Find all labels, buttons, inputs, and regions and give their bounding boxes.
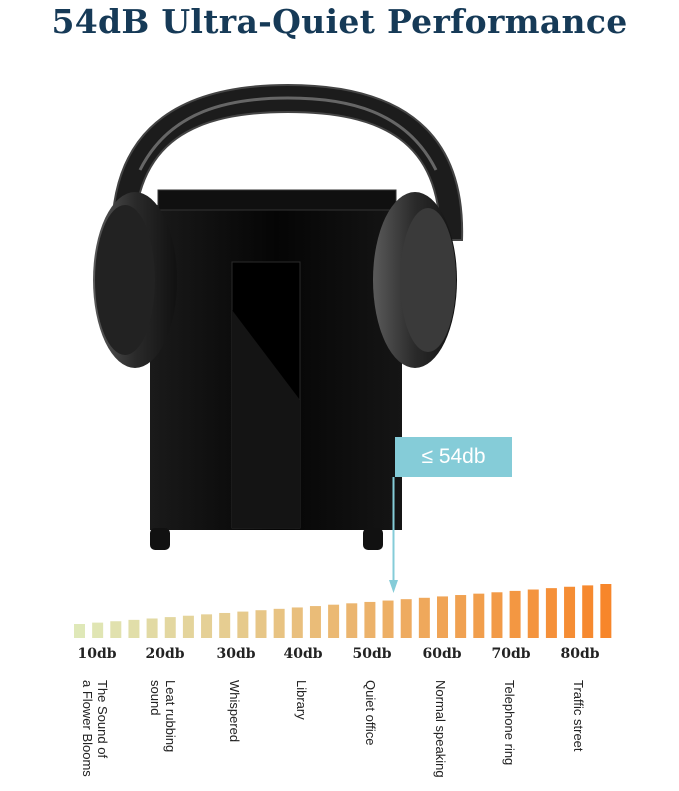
- level-bar: [110, 621, 122, 638]
- sound-example-label: Library: [294, 680, 309, 720]
- db-label: 30db: [216, 646, 256, 662]
- level-bar: [92, 622, 104, 638]
- sound-example-label: Normal speaking: [433, 680, 448, 778]
- level-bar: [309, 606, 321, 638]
- level-bar: [437, 596, 448, 638]
- level-bar: [545, 588, 557, 638]
- db-label: 60db: [422, 646, 462, 662]
- level-bar: [128, 619, 140, 638]
- db-label: 70db: [491, 646, 531, 662]
- level-bar: [164, 617, 176, 638]
- page-title: 54dB Ultra-Quiet Performance: [51, 2, 628, 41]
- sound-example-label: Traffic street: [571, 680, 586, 752]
- level-bar: [364, 601, 376, 638]
- level-bar: [527, 589, 539, 638]
- level-bar: [291, 607, 303, 638]
- level-bar: [237, 611, 249, 638]
- db-label: 20db: [145, 646, 185, 662]
- sound-example-label: Quiet office: [363, 680, 378, 746]
- level-bar: [491, 592, 503, 638]
- arrow-down-icon: [389, 580, 398, 593]
- db-label: 40db: [283, 646, 323, 662]
- level-bar: [182, 615, 194, 638]
- level-bar: [255, 610, 267, 638]
- level-bar: [146, 618, 158, 638]
- headphones-on-shredder-image: [93, 83, 464, 550]
- level-bar: [582, 585, 594, 638]
- level-bar: [328, 604, 340, 638]
- level-bar: [455, 595, 467, 638]
- sound-example-label: The Sound of a Flower Blooms: [80, 680, 110, 777]
- level-bar: [74, 624, 85, 638]
- level-bar: [600, 584, 612, 638]
- sound-example-label: Whispered: [227, 680, 242, 743]
- noise-level-callout: ≤ 54db: [395, 437, 512, 477]
- level-bar: [382, 600, 394, 638]
- db-label: 10db: [77, 646, 117, 662]
- level-bar: [418, 597, 430, 638]
- decibel-scale: [74, 477, 612, 638]
- level-bar: [509, 590, 521, 638]
- level-bar: [346, 603, 358, 638]
- db-label: 50db: [352, 646, 392, 662]
- level-bar: [473, 593, 485, 638]
- level-bar: [219, 612, 231, 638]
- level-bar: [564, 586, 576, 638]
- sound-example-label: Telephone ring: [502, 680, 517, 766]
- sound-example-label: Leat rubbing sound: [148, 680, 178, 753]
- level-bar: [273, 608, 285, 638]
- level-bar: [201, 614, 213, 638]
- level-bar: [400, 599, 412, 638]
- db-label: 80db: [560, 646, 600, 662]
